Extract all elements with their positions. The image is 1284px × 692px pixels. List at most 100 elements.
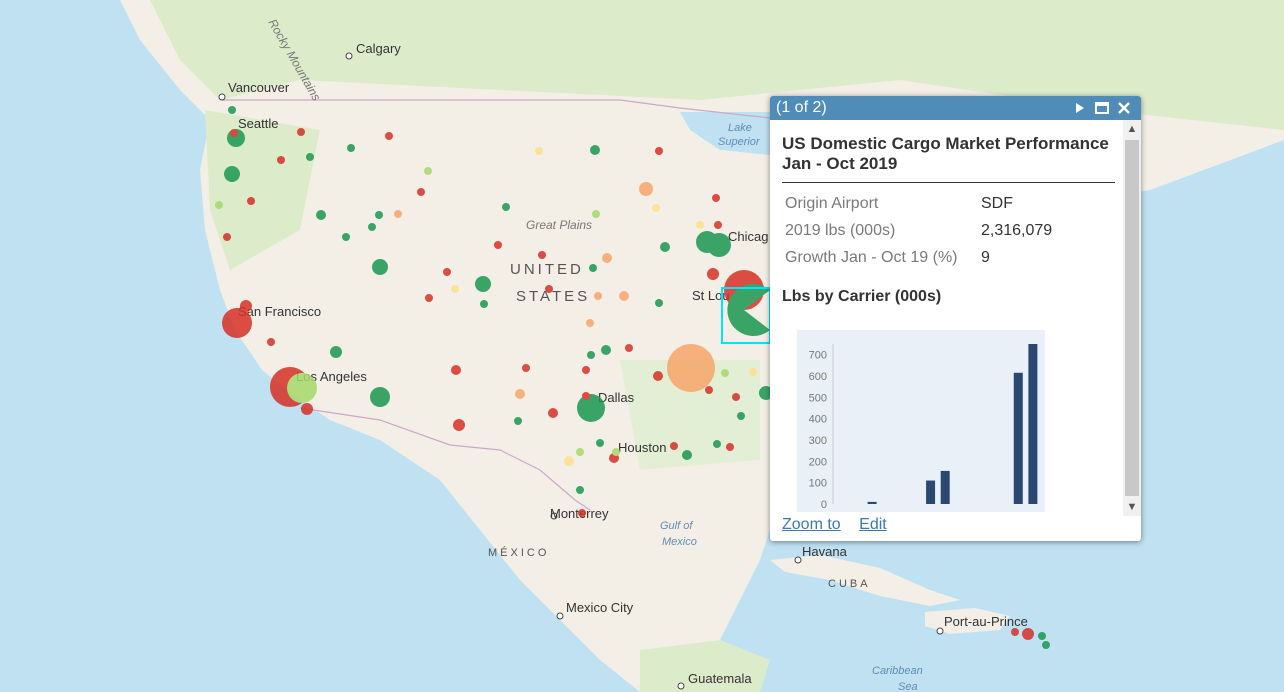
airport-point[interactable] bbox=[594, 292, 602, 300]
close-button[interactable] bbox=[1113, 97, 1135, 119]
chart-bar[interactable] bbox=[867, 501, 877, 504]
airport-point[interactable] bbox=[224, 166, 240, 182]
airport-point[interactable] bbox=[639, 182, 653, 196]
airport-point[interactable] bbox=[721, 369, 729, 377]
airport-point[interactable] bbox=[453, 419, 465, 431]
airport-point[interactable] bbox=[589, 264, 597, 272]
airport-point[interactable] bbox=[1011, 628, 1019, 636]
airport-point[interactable] bbox=[330, 346, 342, 358]
airport-point[interactable] bbox=[601, 345, 611, 355]
airport-point[interactable] bbox=[368, 223, 376, 231]
airport-point-sdf-selected[interactable] bbox=[727, 284, 770, 337]
airport-point[interactable] bbox=[545, 285, 553, 293]
airport-point[interactable] bbox=[247, 197, 255, 205]
airport-point-large[interactable] bbox=[667, 344, 715, 392]
airport-point[interactable] bbox=[652, 204, 660, 212]
airport-point[interactable] bbox=[316, 210, 326, 220]
airport-point[interactable] bbox=[240, 300, 252, 312]
airport-point[interactable] bbox=[712, 194, 720, 202]
airport-point-sfo[interactable] bbox=[222, 308, 252, 338]
airport-point[interactable] bbox=[713, 440, 721, 448]
airport-point[interactable] bbox=[737, 412, 745, 420]
airport-point[interactable] bbox=[653, 371, 663, 381]
airport-point[interactable] bbox=[535, 147, 543, 155]
airport-point[interactable] bbox=[1038, 632, 1046, 640]
airport-point[interactable] bbox=[494, 241, 502, 249]
airport-point[interactable] bbox=[587, 351, 595, 359]
airport-point[interactable] bbox=[732, 393, 740, 401]
airport-point[interactable] bbox=[297, 128, 305, 136]
popup-scrollbar[interactable]: ▲ ▼ bbox=[1123, 120, 1141, 516]
airport-point[interactable] bbox=[370, 387, 390, 407]
airport-point[interactable] bbox=[306, 153, 314, 161]
airport-point[interactable] bbox=[1042, 641, 1050, 649]
airport-point[interactable] bbox=[564, 456, 574, 466]
scroll-thumb[interactable] bbox=[1125, 140, 1139, 496]
chart-bar[interactable] bbox=[1013, 372, 1023, 504]
airport-point[interactable] bbox=[502, 203, 510, 211]
airport-point[interactable] bbox=[726, 443, 734, 451]
airport-point[interactable] bbox=[277, 156, 285, 164]
zoom-to-link[interactable]: Zoom to bbox=[782, 516, 841, 533]
next-feature-button[interactable] bbox=[1069, 97, 1091, 119]
airport-point[interactable] bbox=[590, 145, 600, 155]
airport-point[interactable] bbox=[670, 442, 678, 450]
airport-point[interactable] bbox=[548, 408, 558, 418]
airport-point[interactable] bbox=[451, 285, 459, 293]
chart-bar[interactable] bbox=[1028, 344, 1038, 504]
airport-point[interactable] bbox=[417, 188, 425, 196]
maximize-button[interactable] bbox=[1091, 97, 1113, 119]
airport-point[interactable] bbox=[425, 294, 433, 302]
airport-point[interactable] bbox=[480, 300, 488, 308]
airport-point[interactable] bbox=[714, 221, 722, 229]
airport-point[interactable] bbox=[625, 344, 633, 352]
airport-point[interactable] bbox=[514, 417, 522, 425]
airport-point[interactable] bbox=[443, 268, 451, 276]
airport-point[interactable] bbox=[515, 389, 525, 399]
airport-point[interactable] bbox=[705, 386, 713, 394]
airport-point[interactable] bbox=[475, 276, 491, 292]
airport-point[interactable] bbox=[372, 259, 388, 275]
airport-point[interactable] bbox=[660, 242, 670, 252]
chart-bar[interactable] bbox=[926, 480, 936, 504]
airport-point[interactable] bbox=[1022, 628, 1034, 640]
airport-point[interactable] bbox=[586, 319, 594, 327]
airport-point[interactable] bbox=[582, 366, 590, 374]
airport-point[interactable] bbox=[223, 233, 231, 241]
airport-point[interactable] bbox=[596, 439, 604, 447]
airport-point[interactable] bbox=[696, 221, 704, 229]
airport-point[interactable] bbox=[749, 368, 757, 376]
airport-point[interactable] bbox=[301, 403, 313, 415]
airport-point[interactable] bbox=[522, 364, 530, 372]
airport-point-dfw[interactable] bbox=[577, 394, 605, 422]
airport-point[interactable] bbox=[655, 299, 663, 307]
airport-point[interactable] bbox=[602, 253, 612, 263]
airport-point[interactable] bbox=[394, 210, 402, 218]
airport-point[interactable] bbox=[682, 450, 692, 460]
airport-point[interactable] bbox=[582, 392, 590, 400]
edit-link[interactable]: Edit bbox=[859, 516, 887, 533]
airport-point[interactable] bbox=[619, 291, 629, 301]
airport-point[interactable] bbox=[228, 106, 236, 114]
airport-point[interactable] bbox=[215, 201, 223, 209]
airport-point[interactable] bbox=[538, 251, 546, 259]
airport-point[interactable] bbox=[375, 211, 383, 219]
scroll-down-icon[interactable]: ▼ bbox=[1126, 501, 1138, 513]
airport-point[interactable] bbox=[385, 132, 393, 140]
airport-point[interactable] bbox=[230, 129, 238, 137]
airport-point[interactable] bbox=[267, 338, 275, 346]
airport-point[interactable] bbox=[655, 147, 663, 155]
airport-point[interactable] bbox=[287, 373, 317, 403]
airport-point[interactable] bbox=[451, 365, 461, 375]
airport-point[interactable] bbox=[612, 448, 620, 456]
airport-point[interactable] bbox=[576, 448, 584, 456]
airport-point[interactable] bbox=[342, 233, 350, 241]
airport-point[interactable] bbox=[759, 386, 773, 400]
airport-point[interactable] bbox=[707, 233, 731, 257]
airport-point[interactable] bbox=[576, 486, 584, 494]
airport-point[interactable] bbox=[424, 167, 432, 175]
chart-bar[interactable] bbox=[940, 470, 950, 504]
scroll-up-icon[interactable]: ▲ bbox=[1126, 123, 1138, 135]
airport-point[interactable] bbox=[347, 144, 355, 152]
airport-point[interactable] bbox=[707, 268, 719, 280]
